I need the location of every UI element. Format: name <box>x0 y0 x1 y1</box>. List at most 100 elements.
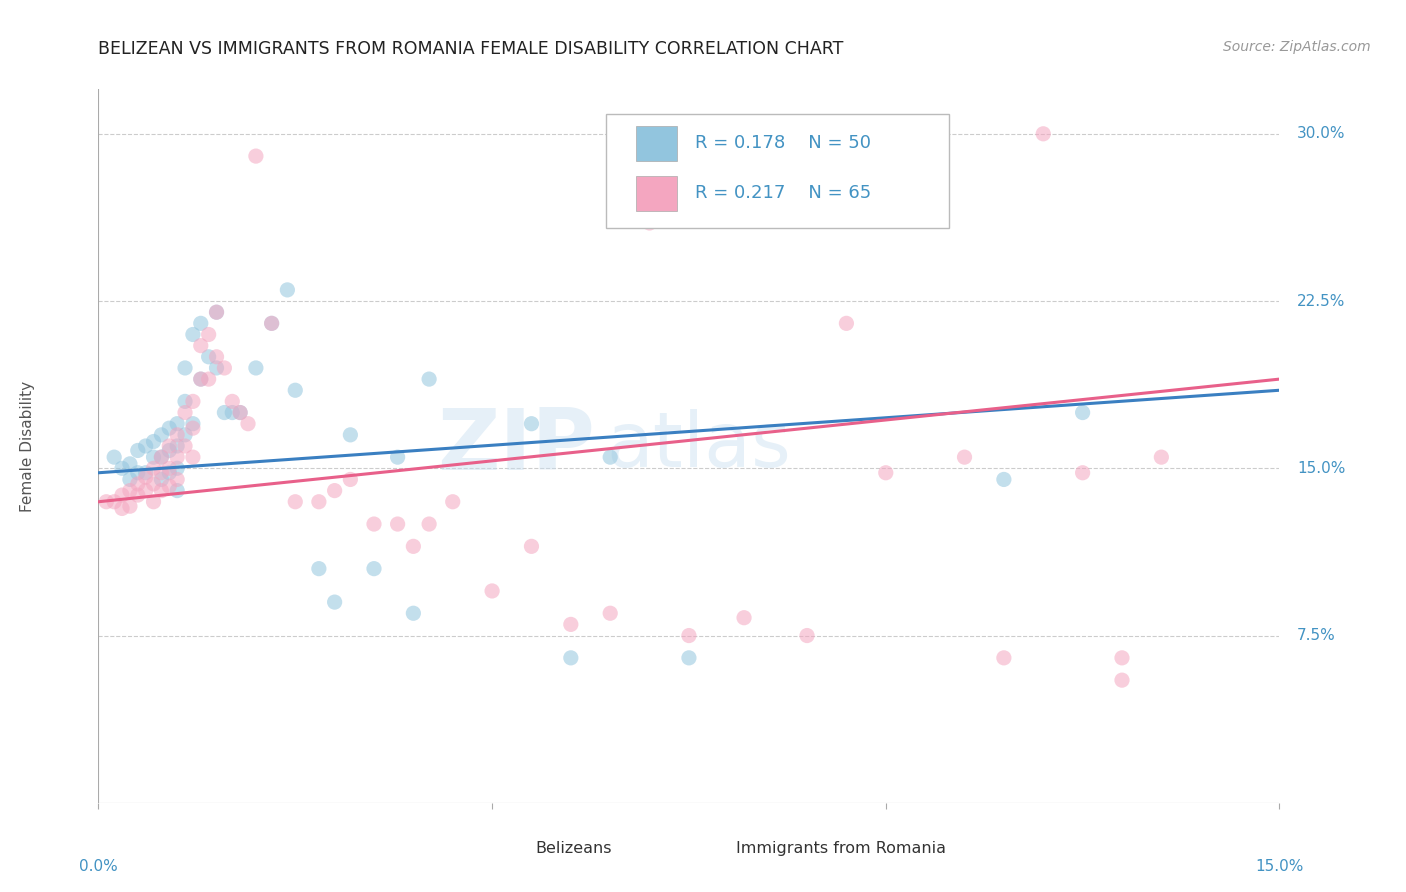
Point <box>181 327 204 342</box>
Point <box>174 439 197 453</box>
Text: 0.0%: 0.0% <box>79 858 118 873</box>
Point <box>174 360 197 375</box>
Point <box>150 483 173 498</box>
Point <box>339 427 361 442</box>
Point <box>205 305 228 319</box>
Point <box>363 562 385 576</box>
Point <box>387 517 409 532</box>
Point <box>111 488 134 502</box>
Point <box>190 372 212 386</box>
Point <box>135 439 157 453</box>
Point <box>157 439 180 453</box>
Point <box>953 450 976 465</box>
Point <box>1150 450 1173 465</box>
Text: BELIZEAN VS IMMIGRANTS FROM ROMANIA FEMALE DISABILITY CORRELATION CHART: BELIZEAN VS IMMIGRANTS FROM ROMANIA FEMA… <box>98 40 844 58</box>
Point <box>733 610 755 624</box>
Point <box>166 483 188 498</box>
Text: 30.0%: 30.0% <box>1298 127 1346 141</box>
Point <box>599 450 621 465</box>
Point <box>308 562 330 576</box>
Point <box>560 617 582 632</box>
Point <box>245 149 267 163</box>
Point <box>260 317 283 331</box>
Point <box>260 317 283 331</box>
Point <box>363 517 385 532</box>
Point <box>118 483 141 498</box>
Point <box>402 539 425 553</box>
Point <box>221 394 243 409</box>
Point <box>205 305 228 319</box>
Point <box>402 607 425 621</box>
Point <box>135 466 157 480</box>
Text: ZIP: ZIP <box>437 404 595 488</box>
Point <box>166 417 188 431</box>
Point <box>142 450 165 465</box>
Text: 7.5%: 7.5% <box>1298 628 1336 643</box>
Text: 22.5%: 22.5% <box>1298 293 1346 309</box>
Point <box>339 473 361 487</box>
Point <box>796 628 818 642</box>
Point <box>678 651 700 665</box>
Point <box>197 350 219 364</box>
Point <box>418 372 440 386</box>
Point <box>993 651 1015 665</box>
Point <box>181 417 204 431</box>
Point <box>103 450 125 465</box>
Point <box>166 473 188 487</box>
Point <box>1071 466 1094 480</box>
Point <box>166 427 188 442</box>
Point <box>599 607 621 621</box>
Point <box>638 216 661 230</box>
Point <box>103 494 125 508</box>
FancyBboxPatch shape <box>700 840 727 856</box>
Point <box>190 372 212 386</box>
Point <box>111 501 134 516</box>
Point <box>1071 405 1094 420</box>
Point <box>387 450 409 465</box>
Point <box>284 494 307 508</box>
Point <box>229 405 252 420</box>
Point <box>96 494 118 508</box>
Point <box>520 417 543 431</box>
FancyBboxPatch shape <box>636 127 678 161</box>
Point <box>181 421 204 435</box>
Point <box>118 500 141 514</box>
Point <box>150 427 173 442</box>
Point <box>142 476 165 491</box>
Point <box>127 476 149 491</box>
Point <box>835 317 858 331</box>
Point <box>284 384 307 398</box>
Point <box>236 417 259 431</box>
Point <box>142 434 165 449</box>
Text: 15.0%: 15.0% <box>1298 461 1346 475</box>
Point <box>214 405 236 420</box>
Text: R = 0.217    N = 65: R = 0.217 N = 65 <box>695 185 872 202</box>
Point <box>118 457 141 471</box>
Point <box>520 539 543 553</box>
Point <box>560 651 582 665</box>
Point <box>127 466 149 480</box>
Point <box>157 443 180 458</box>
Point <box>174 394 197 409</box>
Point <box>150 450 173 465</box>
Point <box>197 327 219 342</box>
FancyBboxPatch shape <box>636 177 678 211</box>
FancyBboxPatch shape <box>606 114 949 228</box>
FancyBboxPatch shape <box>501 840 526 856</box>
Point <box>150 450 173 465</box>
Point <box>245 360 267 375</box>
Point <box>166 450 188 465</box>
Point <box>181 450 204 465</box>
Point <box>678 628 700 642</box>
Point <box>135 483 157 498</box>
Text: R = 0.178    N = 50: R = 0.178 N = 50 <box>695 135 870 153</box>
Point <box>308 494 330 508</box>
Point <box>1111 651 1133 665</box>
Point <box>205 350 228 364</box>
Point <box>190 317 212 331</box>
Point <box>323 595 346 609</box>
Point <box>229 405 252 420</box>
Text: atlas: atlas <box>606 409 792 483</box>
Point <box>875 466 897 480</box>
Point <box>205 360 228 375</box>
